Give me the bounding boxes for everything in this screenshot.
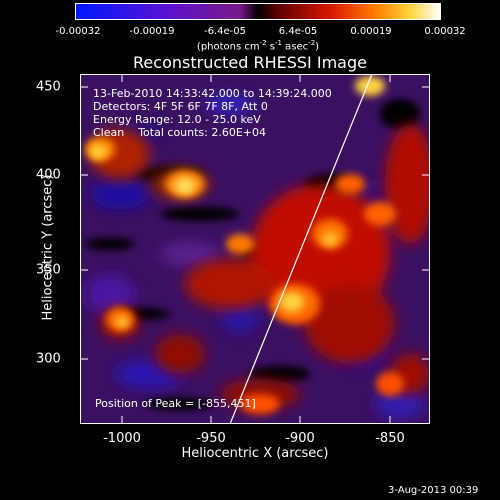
detectors-text: Detectors: 4F 5F 6F 7F 8F, Att 0 [93,100,268,113]
time-range-text: 13-Feb-2010 14:33:42.000 to 14:39:24.000 [93,87,332,100]
y-tick-label: 350 [36,262,61,278]
observation-info: 13-Feb-2010 14:33:42.000 to 14:39:24.000… [93,87,332,139]
x-tick-label: -850 [375,431,405,446]
x-tick-label: -900 [285,431,315,446]
peak-position-text: Position of Peak = [-855,451] [95,397,256,410]
y-tick-label: 400 [36,167,61,183]
y-tick-label: 300 [36,351,61,367]
colorbar-tick-label: 0.00019 [350,26,392,37]
colorbar-tick-label: -0.00019 [129,26,175,37]
colorbar-unit-label: (photons cm-2 s-1 asec-2) [196,39,320,53]
y-axis-label: Heliocentric Y (arcsec) [40,174,56,321]
energy-range-text: Energy Range: 12.0 - 25.0 keV [93,113,261,126]
plot-title: Reconstructed RHESSI Image [133,53,367,72]
y-tick-label: 450 [36,79,61,95]
method-counts-text: Clean Total counts: 2.60E+04 [93,126,267,139]
colorbar-tick-label: 6.4e-05 [278,26,318,37]
x-tick-label: -1000 [103,431,141,446]
x-tick-label: -950 [196,431,226,446]
colorbar [75,3,441,20]
x-axis-label: Heliocentric X (arcsec) [181,446,329,461]
footer-date: 3-Aug-2013 00:39 [388,485,479,496]
colorbar-tick-label: -0.00032 [55,26,101,37]
colorbar-tick-label: -6.4e-05 [204,26,246,37]
rhessi-image [80,74,430,424]
colorbar-tick-label: 0.00032 [424,26,466,37]
